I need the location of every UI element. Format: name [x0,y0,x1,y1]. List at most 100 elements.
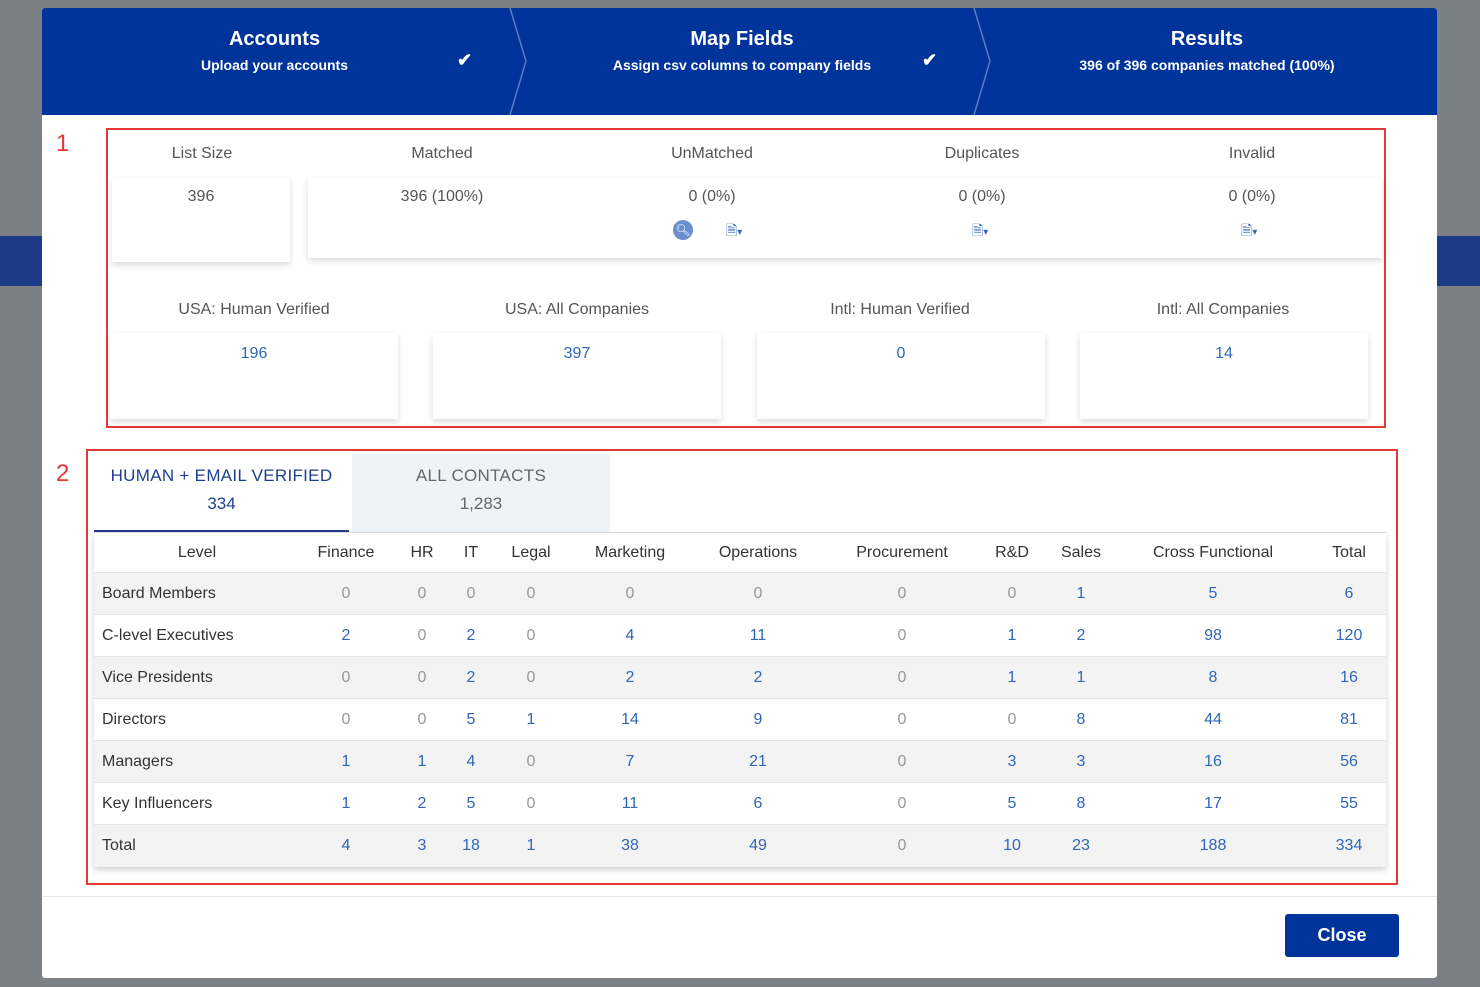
count-cell: 0 [392,656,452,699]
count-link[interactable]: 1 [1048,656,1114,699]
annotation-box-1 [106,128,1386,428]
count-link[interactable]: 44 [1114,698,1312,741]
count-link[interactable]: 2 [300,614,392,657]
step-title: Map Fields [690,28,794,50]
matched-label: Matched [411,145,473,162]
count-link[interactable]: 16 [1114,740,1312,783]
unmatched-export-dropdown[interactable]: 🗎︎▾ [726,220,742,244]
footer-divider [42,896,1437,897]
count-cell: 0 [300,572,392,615]
count-link[interactable]: 16 [1312,656,1386,699]
close-button[interactable]: Close [1285,914,1399,957]
count-link[interactable]: 5 [452,698,490,741]
duplicates-export-dropdown[interactable]: 🗎︎▾ [972,220,988,244]
backdrop-header-strip [0,236,42,286]
count-link[interactable]: 56 [1312,740,1386,783]
count-cell: 0 [828,740,976,783]
count-link[interactable]: 1 [976,656,1048,699]
count-link[interactable]: 8 [1048,698,1114,741]
count-link[interactable]: 2 [452,656,490,699]
count-link[interactable]: 7 [572,740,688,783]
row-level-label: Total [94,824,300,867]
contacts-breakdown-table: Level Finance HR IT Legal Marketing Operations… [94,532,1386,867]
count-link[interactable]: 1 [300,782,392,825]
count-link[interactable]: 2 [392,782,452,825]
count-link[interactable]: 49 [688,824,828,867]
results-modal: Accounts Upload your accounts ✔ Map Fiel… [42,8,1437,978]
count-cell: 0 [490,740,572,783]
count-link[interactable]: 9 [688,698,828,741]
count-link[interactable]: 6 [688,782,828,825]
invalid-export-dropdown[interactable]: 🗎︎▾ [1241,220,1257,244]
intl-human-verified-value[interactable]: 0 [896,345,906,362]
count-cell: 0 [490,614,572,657]
checkmark-icon: ✔ [922,50,938,70]
count-link[interactable]: 98 [1114,614,1312,657]
count-link[interactable]: 4 [452,740,490,783]
count-link[interactable]: 1 [1048,572,1114,615]
column-header: Cross Functional [1114,532,1312,573]
matched-value: 396 (100%) [400,188,484,205]
count-cell: 0 [828,698,976,741]
count-link[interactable]: 3 [392,824,452,867]
row-level-label: Managers [94,740,300,783]
count-link[interactable]: 1 [392,740,452,783]
count-link[interactable]: 1 [300,740,392,783]
usa-all-companies-value[interactable]: 397 [563,345,591,362]
count-link[interactable]: 11 [572,782,688,825]
count-link[interactable]: 5 [1114,572,1312,615]
column-header: Legal [490,532,572,573]
count-link[interactable]: 2 [688,656,828,699]
count-link[interactable]: 5 [976,782,1048,825]
step-title: Results [1170,28,1244,50]
match-stats-card [308,178,1382,258]
count-link[interactable]: 18 [452,824,490,867]
usa-human-verified-value[interactable]: 196 [240,345,268,362]
count-cell: 0 [976,572,1048,615]
count-link[interactable]: 4 [572,614,688,657]
count-link[interactable]: 10 [976,824,1048,867]
column-header: Total [1312,532,1386,573]
count-link[interactable]: 8 [1114,656,1312,699]
count-cell: 0 [828,824,976,867]
row-level-label: Key Influencers [94,782,300,825]
count-cell: 0 [828,614,976,657]
count-link[interactable]: 2 [452,614,490,657]
count-link[interactable]: 17 [1114,782,1312,825]
count-link[interactable]: 11 [688,614,828,657]
count-cell: 0 [688,572,828,615]
count-cell: 0 [392,572,452,615]
count-cell: 0 [828,656,976,699]
count-link[interactable]: 120 [1312,614,1386,657]
search-icon[interactable]: 🔍︎ [673,220,693,240]
caret-down-icon: ▾ [983,227,989,238]
tab-all-contacts[interactable]: ALL CONTACTS 1,283 [352,454,610,532]
count-link[interactable]: 81 [1312,698,1386,741]
row-level-label: C-level Executives [94,614,300,657]
count-link[interactable]: 2 [1048,614,1114,657]
count-link[interactable]: 188 [1114,824,1312,867]
count-link[interactable]: 3 [976,740,1048,783]
tab-count: 1,283 [459,494,503,513]
count-link[interactable]: 334 [1312,824,1386,867]
intl-all-companies-value[interactable]: 14 [1215,345,1233,362]
step-divider-chevron [509,8,527,115]
count-link[interactable]: 14 [572,698,688,741]
count-link[interactable]: 23 [1048,824,1114,867]
count-link[interactable]: 2 [572,656,688,699]
count-link[interactable]: 8 [1048,782,1114,825]
count-link[interactable]: 38 [572,824,688,867]
count-link[interactable]: 6 [1312,572,1386,615]
count-link[interactable]: 21 [688,740,828,783]
tab-human-email-verified[interactable]: HUMAN + EMAIL VERIFIED 334 [94,454,349,532]
count-link[interactable]: 5 [452,782,490,825]
count-link[interactable]: 3 [1048,740,1114,783]
count-link[interactable]: 1 [490,698,572,741]
column-header: R&D [976,532,1048,573]
count-link[interactable]: 1 [976,614,1048,657]
table-row: Key Influencers 1 2 5 0 11 6 0 5 8 17 55 [94,782,1386,825]
unmatched-value: 0 (0%) [688,188,736,205]
count-link[interactable]: 4 [300,824,392,867]
count-link[interactable]: 55 [1312,782,1386,825]
count-link[interactable]: 1 [490,824,572,867]
